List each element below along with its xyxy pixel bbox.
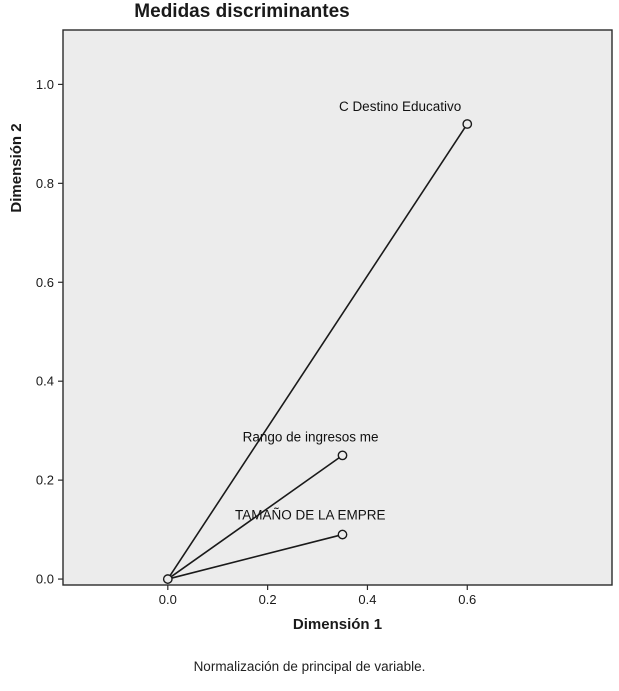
data-point-label: C Destino Educativo xyxy=(339,99,461,114)
x-tick-label: 0.0 xyxy=(159,592,177,607)
data-point-label: Rango de ingresos me xyxy=(243,429,379,444)
y-tick-label: 0.2 xyxy=(36,473,54,488)
data-point-marker xyxy=(337,529,348,540)
y-tick-label: 0.4 xyxy=(36,374,54,389)
vector-line xyxy=(167,454,343,580)
x-tick-label: 0.4 xyxy=(358,592,376,607)
vector-line xyxy=(167,533,343,580)
data-point-label: TAMAÑO DE LA EMPRE xyxy=(235,508,386,523)
y-axis-title: Dimensión 2 xyxy=(8,123,25,213)
vector-line xyxy=(167,123,468,580)
x-tick-label: 0.2 xyxy=(259,592,277,607)
chart-title: Medidas discriminantes xyxy=(134,1,350,22)
data-point-marker xyxy=(462,119,473,129)
x-axis-title: Dimensión 1 xyxy=(292,616,383,633)
x-tick-label: 0.6 xyxy=(458,592,476,607)
y-tick-label: 0.0 xyxy=(36,572,54,587)
y-tick-label: 1.0 xyxy=(36,77,54,92)
plot-area xyxy=(62,29,613,586)
origin-marker xyxy=(162,574,173,584)
chart-footnote: Normalización de principal de variable. xyxy=(193,659,426,674)
y-tick-label: 0.6 xyxy=(36,275,54,290)
data-point-marker xyxy=(337,450,348,461)
y-tick-label: 0.8 xyxy=(36,176,54,191)
